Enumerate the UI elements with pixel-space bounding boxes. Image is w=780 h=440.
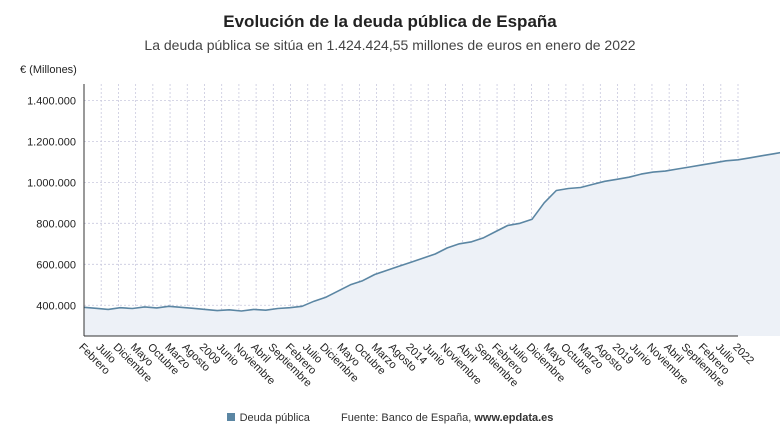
y-tick-label: 1.000.000 (27, 177, 76, 189)
y-tick-label: 400.000 (36, 300, 76, 312)
y-tick-label: 1.400.000 (27, 95, 76, 107)
source-label: Fuente: Banco de España, (341, 412, 475, 424)
y-tick-label: 800.000 (36, 218, 76, 230)
series-area (84, 152, 780, 336)
y-tick-label: 1.200.000 (27, 136, 76, 148)
legend-label: Deuda pública (239, 412, 310, 424)
chart-footer: Deuda pública Fuente: Banco de España, w… (0, 412, 780, 424)
series-line (83, 151, 780, 312)
source-site: www.epdata.es (474, 412, 554, 424)
y-tick-label: 600.000 (36, 259, 76, 271)
page-subtitle: La deuda pública se sitúa en 1.424.424,5… (144, 37, 636, 53)
y-axis-label: € (Millones) (20, 64, 77, 76)
legend-item-deuda-publica: Deuda pública (226, 412, 310, 424)
source-text: Fuente: Banco de España, www.epdata.es (341, 412, 553, 424)
legend-swatch-icon (226, 413, 235, 421)
page-title: Evolución de la deuda pública de España (223, 12, 557, 31)
